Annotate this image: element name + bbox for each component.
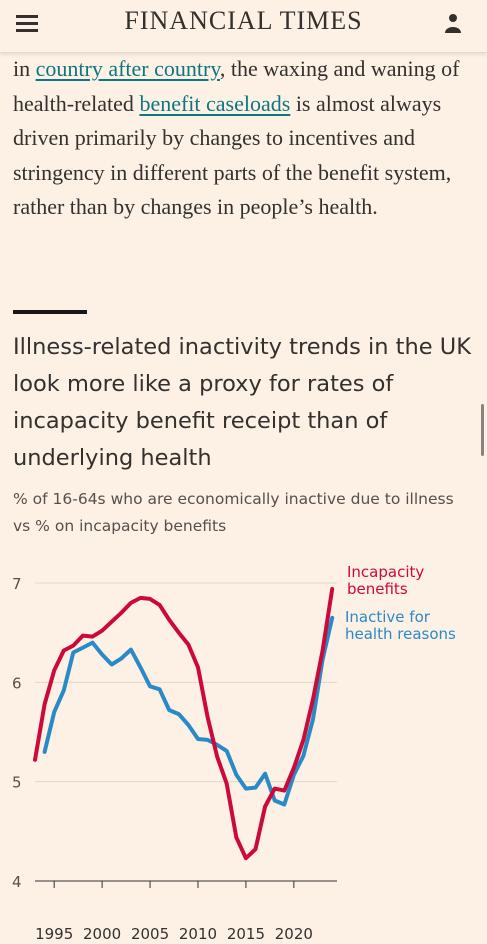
legend-label-line: Inactive for [345,608,431,626]
paragraph-text: , the waxing and waning of health-relate… [13,56,460,116]
legend-label-line: health reasons [345,625,456,643]
link-country-after-country[interactable]: country after country [35,56,220,81]
x-tick-label: 2020 [275,925,313,943]
site-header: FINANCIAL TIMES [0,0,487,53]
y-tick-label: 7 [12,575,22,593]
legend-label-line: benefits [347,580,408,598]
legend-label-inactive-health: Inactive for health reasons [345,608,456,643]
inactive-health-line [42,615,335,807]
line-chart: 4 5 6 7 1995 2000 2005 2010 2015 2020 Incapacity be… [12,563,456,943]
x-tick-label: 2010 [179,925,217,943]
y-tick-label: 5 [12,774,22,792]
chart-subtitle: % of 16-64s who are economically inactiv… [13,490,454,535]
legend-label-line: Incapacity [347,563,424,581]
article-paragraph: in country after country, the waxing and… [13,52,475,225]
section-divider [13,310,87,314]
article-body: in country after country, the waxing and… [13,52,475,225]
masthead-logo[interactable]: FINANCIAL TIMES [124,6,363,35]
x-tick-label: 2005 [131,925,169,943]
link-benefit-caseloads[interactable]: benefit caseloads [139,90,291,116]
x-tick-label: 1995 [35,925,73,943]
paragraph-text: in [13,56,36,81]
scrollbar-thumb[interactable] [481,404,484,456]
legend-label-incapacity-benefits: Incapacity benefits [347,563,424,598]
y-tick-label: 6 [12,674,22,692]
x-tick-label: 2000 [83,925,121,943]
chart-title: Illness-related inactivity trends in the… [13,334,471,471]
x-tick-label: 2015 [227,925,265,943]
incapacity-benefits-line [33,587,335,861]
user-account-icon[interactable] [445,13,461,33]
y-tick-label: 4 [12,873,22,891]
menu-icon[interactable] [16,15,38,33]
paragraph-text: is almost always driven primarily by cha… [13,90,452,220]
